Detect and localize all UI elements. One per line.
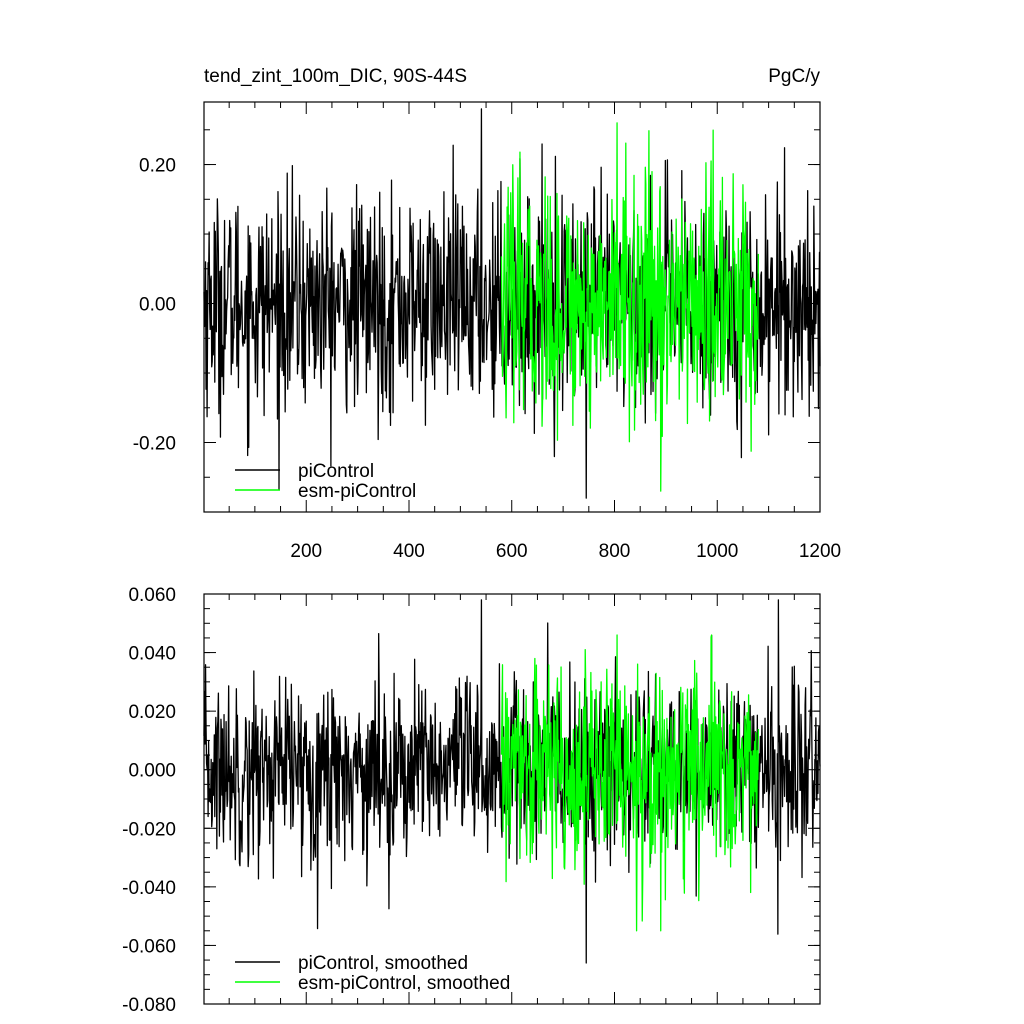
legend-label-picontrol: piControl [298,461,374,482]
x-tick-label: 200 [290,541,322,562]
x-tick-label: 800 [599,541,631,562]
series-line-esm-picontrol-smoothed [500,634,759,932]
legend: piControl, smoothed esm-piControl, smoot… [235,953,510,994]
legend-label-picontrol-smoothed: piControl, smoothed [298,953,468,974]
y-tick-label: 0.060 [128,585,176,606]
y-tick-label: 0.20 [139,156,176,177]
y-tick-label: 0.020 [128,702,176,723]
y-tick-label: -0.20 [133,434,176,455]
x-tick-label: 1200 [799,541,841,562]
bottom-panel: 0.060 0.040 0.020 0.000 -0.020 -0.040 -0.060 -0… [122,585,821,1016]
y-tick-label: -0.040 [122,878,176,899]
y-tick-label: -0.020 [122,819,176,840]
x-tick-label: 600 [496,541,528,562]
legend-label-esm-picontrol: esm-piControl [298,481,416,502]
units-label: PgC/y [768,66,820,87]
y-tick-label: 0.000 [128,761,176,782]
chart-title: tend_zint_100m_DIC, 90S-44S [204,66,467,87]
series-line-esm-picontrol [500,122,759,492]
top-panel: tend_zint_100m_DIC, 90S-44S PgC/y 0.20 0.… [133,66,841,562]
y-tick-label: -0.060 [122,936,176,957]
y-tick-label: -0.080 [122,995,176,1016]
x-tick-label: 1000 [696,541,738,562]
x-tick-label: 400 [393,541,425,562]
legend-label-esm-picontrol-smoothed: esm-piControl, smoothed [298,973,510,994]
y-tick-label: 0.00 [139,295,176,316]
legend: piControl esm-piControl [235,461,416,502]
y-tick-label: 0.040 [128,644,176,665]
